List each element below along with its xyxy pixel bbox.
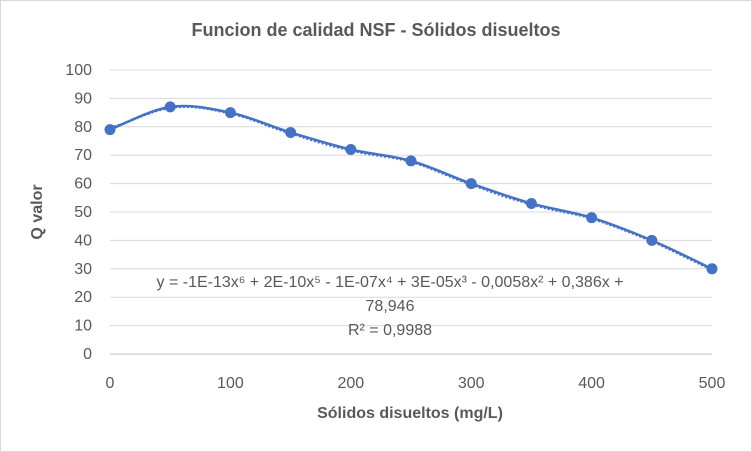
data-point-0: [104, 124, 116, 136]
data-markers: [104, 101, 718, 275]
trendline-r-squared: R² = 0,9988: [348, 322, 432, 339]
y-tick-labels: 0 10 20 30 40 50 60 70 80 90 100: [65, 62, 92, 363]
x-tick-100: 100: [217, 375, 244, 392]
data-point-500: [706, 263, 718, 275]
x-tick-300: 300: [458, 375, 485, 392]
data-point-350: [525, 197, 537, 209]
data-point-250: [405, 155, 417, 167]
y-tick-0: 0: [83, 346, 92, 363]
chart-title: Funcion de calidad NSF - Sólidos disuelt…: [191, 20, 560, 40]
series-line: [109, 104, 713, 270]
data-point-200: [345, 144, 357, 156]
y-tick-80: 80: [74, 119, 92, 136]
x-tick-0: 0: [106, 375, 115, 392]
y-tick-20: 20: [74, 289, 92, 306]
polynomial-trendline: [109, 105, 713, 271]
y-tick-40: 40: [74, 232, 92, 249]
x-tick-200: 200: [337, 375, 364, 392]
y-tick-100: 100: [65, 62, 92, 79]
y-tick-60: 60: [74, 176, 92, 193]
trendline-equation-line-1: y = -1E-13x⁶ + 2E-10x⁵ - 1E-07x⁴ + 3E-05…: [157, 274, 624, 291]
data-point-300: [465, 178, 477, 190]
trendline-equation-line-2: 78,946: [366, 298, 415, 315]
data-point-150: [285, 126, 297, 138]
y-tick-30: 30: [74, 261, 92, 278]
data-point-50: [164, 101, 176, 113]
x-tick-400: 400: [578, 375, 605, 392]
x-tick-500: 500: [699, 375, 726, 392]
y-tick-10: 10: [74, 318, 92, 335]
x-axis-title: Sólidos disueltos (mg/L): [317, 405, 503, 422]
gridlines: [110, 69, 712, 355]
data-point-400: [586, 212, 598, 224]
y-tick-90: 90: [74, 90, 92, 107]
y-axis-title: Q valor: [29, 184, 46, 239]
y-tick-70: 70: [74, 147, 92, 164]
data-point-100: [224, 107, 236, 119]
y-tick-50: 50: [74, 204, 92, 221]
x-tick-labels: 0 100 200 300 400 500: [106, 375, 726, 392]
data-point-450: [646, 234, 658, 246]
